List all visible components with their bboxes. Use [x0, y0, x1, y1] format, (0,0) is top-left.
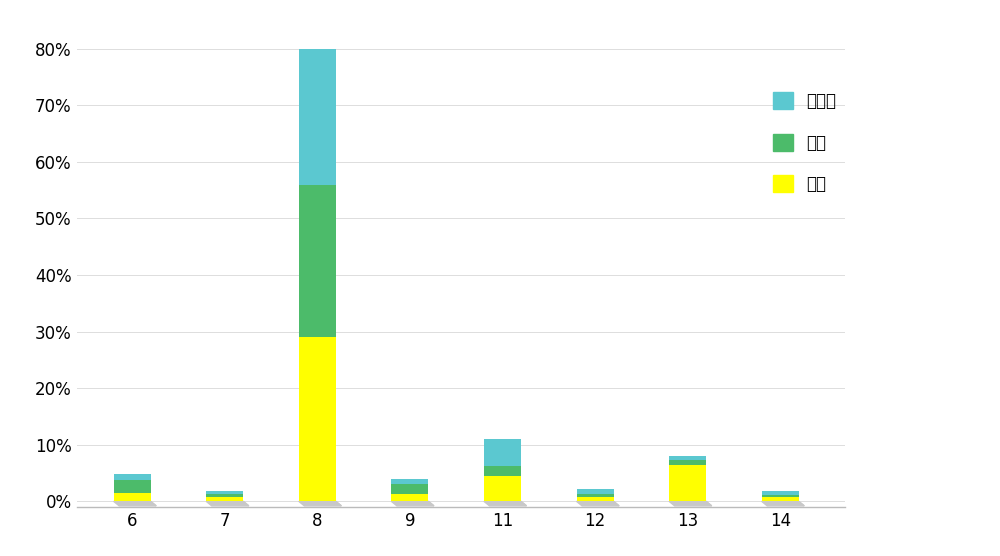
Bar	[484, 476, 521, 502]
Polygon shape	[114, 502, 156, 506]
Bar	[484, 439, 521, 466]
Bar	[577, 494, 614, 497]
Polygon shape	[391, 502, 434, 506]
Polygon shape	[706, 502, 712, 506]
Polygon shape	[521, 502, 527, 506]
Bar	[114, 480, 151, 493]
Polygon shape	[243, 502, 249, 506]
Bar	[669, 455, 706, 460]
Bar	[391, 484, 428, 494]
Bar	[114, 474, 151, 480]
Bar	[577, 497, 614, 502]
Bar	[669, 460, 706, 465]
Polygon shape	[299, 502, 341, 506]
Polygon shape	[428, 502, 434, 506]
Bar	[762, 497, 799, 502]
Polygon shape	[614, 502, 619, 506]
Polygon shape	[151, 502, 156, 506]
Bar	[206, 494, 243, 497]
Polygon shape	[336, 502, 341, 506]
Bar	[391, 479, 428, 484]
Bar	[762, 495, 799, 497]
Bar	[206, 497, 243, 502]
Bar	[391, 494, 428, 502]
Polygon shape	[206, 502, 249, 506]
Polygon shape	[577, 502, 619, 506]
Bar	[669, 465, 706, 502]
Bar	[762, 491, 799, 495]
Bar	[206, 490, 243, 494]
Bar	[484, 466, 521, 476]
Bar	[114, 493, 151, 502]
Polygon shape	[484, 502, 527, 506]
Bar	[577, 489, 614, 494]
Bar	[299, 337, 336, 502]
Polygon shape	[762, 502, 804, 506]
Legend: 美洲驼, 羊驼, 骆驼: 美洲驼, 羊驼, 骆驼	[773, 92, 837, 193]
Polygon shape	[669, 502, 712, 506]
Bar	[299, 49, 336, 185]
Polygon shape	[799, 502, 804, 506]
Bar	[299, 185, 336, 337]
